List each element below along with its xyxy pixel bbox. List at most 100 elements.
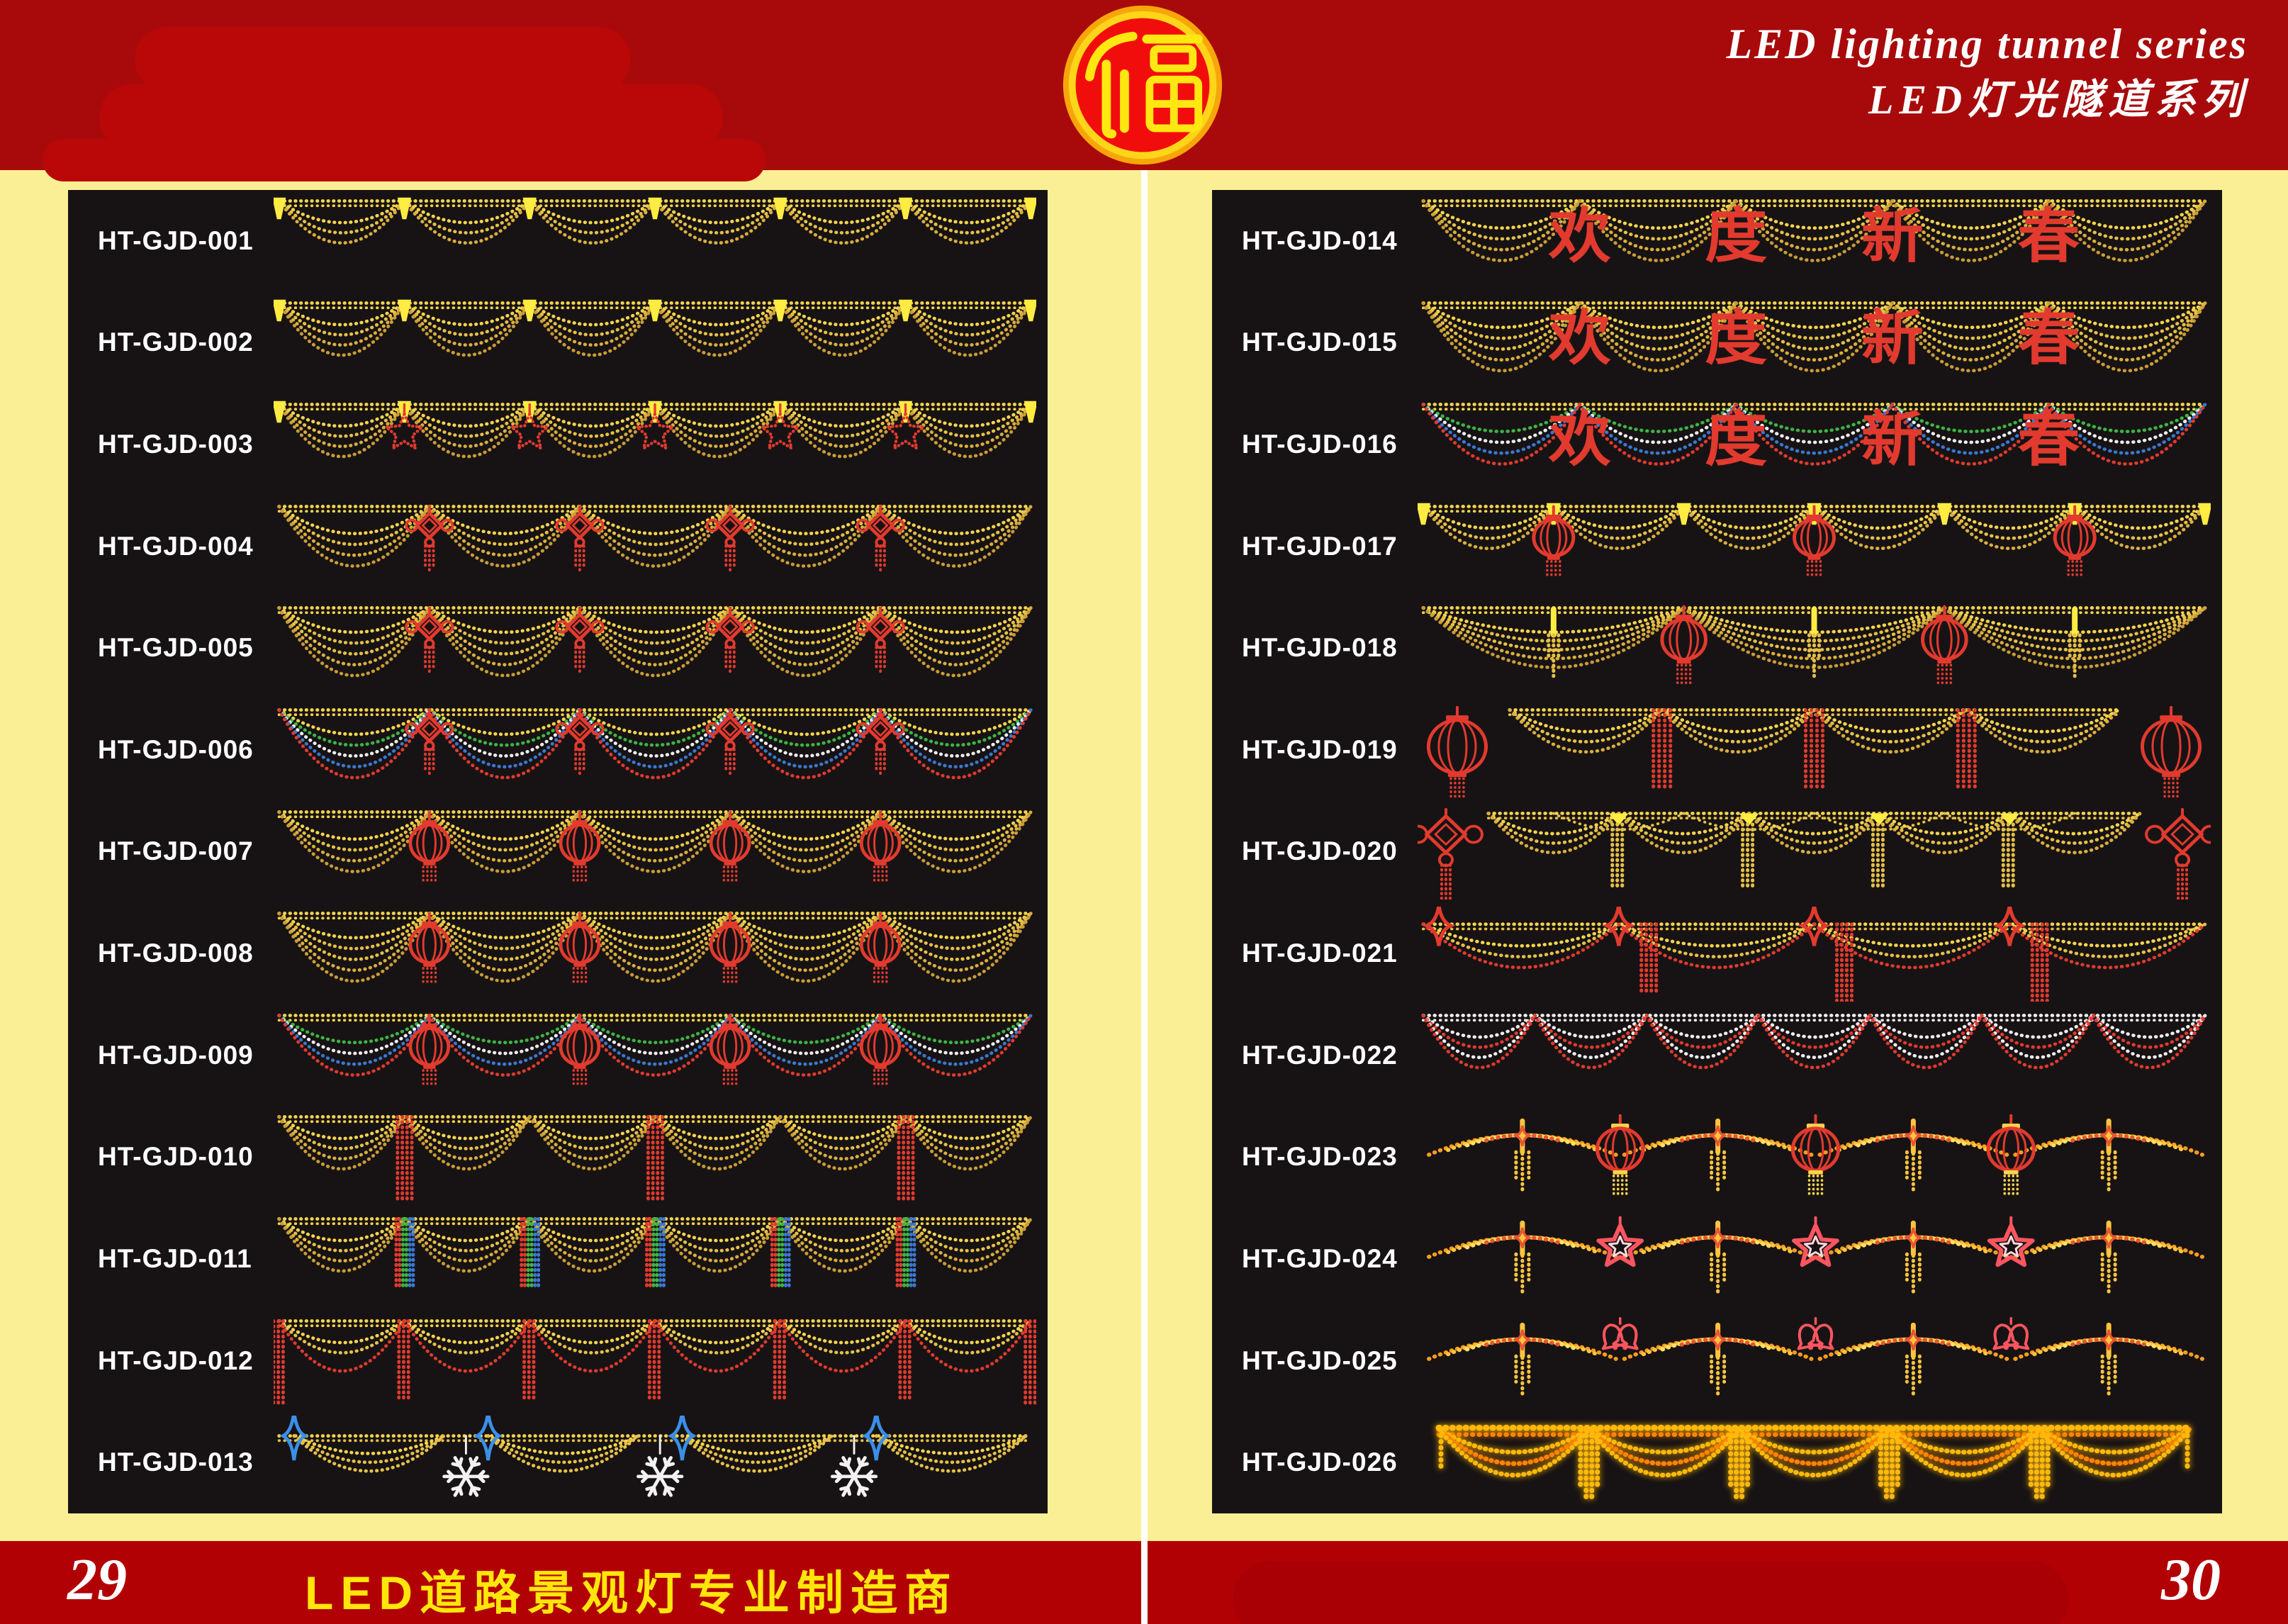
product-row: HT-GJD-015 欢 度 新 春	[1212, 292, 2222, 394]
svg-text:欢: 欢	[1548, 202, 1611, 271]
garland-art	[1418, 601, 2211, 696]
garland-art	[1418, 1416, 2211, 1511]
product-row: HT-GJD-006	[68, 699, 1048, 801]
garland-art	[274, 296, 1036, 391]
product-id-label: HT-GJD-007	[98, 836, 254, 866]
garland-art	[274, 398, 1036, 493]
left-panel: HT-GJD-001 HT-GJD-002 HT-GJD-003 HT-GJD-004…	[68, 190, 1048, 1513]
page-number-left: 29	[67, 1547, 127, 1613]
svg-text:春: 春	[2017, 405, 2080, 475]
garland-art	[1418, 907, 2211, 1002]
garland-art: 欢度新春	[1418, 194, 2211, 289]
product-id-label: HT-GJD-025	[1242, 1345, 1398, 1375]
product-row: HT-GJD-021	[1212, 902, 2222, 1004]
product-row: HT-GJD-017	[1212, 495, 2222, 598]
svg-text:欢: 欢	[1548, 303, 1611, 373]
garland-art	[1418, 1110, 2211, 1205]
garland-art	[1418, 805, 2211, 900]
product-row: HT-GJD-005	[68, 597, 1048, 699]
product-row: HT-GJD-019	[1212, 699, 2222, 801]
page-number-right: 30	[2161, 1547, 2221, 1613]
product-row: HT-GJD-002	[68, 292, 1048, 394]
garland-art	[274, 1416, 1036, 1511]
garland-art	[274, 1212, 1036, 1307]
svg-text:新: 新	[1861, 303, 1924, 373]
product-row: HT-GJD-008	[68, 902, 1048, 1004]
product-row: HT-GJD-004	[68, 495, 1048, 598]
svg-text:新: 新	[1861, 405, 1924, 475]
series-title-zh: LED灯光隧道系列	[1868, 77, 2248, 123]
product-id-label: HT-GJD-023	[1242, 1142, 1398, 1172]
footer-slogan: LED道路景观灯专业制造商	[305, 1567, 958, 1619]
product-id-label: HT-GJD-019	[1242, 734, 1398, 764]
right-panel: HT-GJD-014 欢度新春 HT-GJD-015 欢度新春 HT-GJD-016 欢度…	[1212, 190, 2222, 1513]
product-id-label: HT-GJD-014	[1242, 225, 1398, 255]
svg-text:度: 度	[1705, 303, 1767, 373]
product-row: HT-GJD-018	[1212, 597, 2222, 699]
product-row: HT-GJD-010	[68, 1106, 1048, 1208]
svg-text:度: 度	[1705, 202, 1767, 271]
footer-watermark	[1233, 1561, 2069, 1624]
fu-logo-icon	[1062, 5, 1223, 165]
svg-text:度: 度	[1705, 405, 1767, 475]
product-id-label: HT-GJD-006	[98, 734, 254, 764]
product-id-label: HT-GJD-009	[98, 1040, 254, 1070]
product-row: HT-GJD-016 欢 度 新 春	[1212, 393, 2222, 495]
product-id-label: HT-GJD-017	[1242, 531, 1398, 561]
top-banner: LED lighting tunnel series LED灯光隧道系列	[0, 0, 2288, 181]
garland-art	[274, 601, 1036, 696]
series-title-en: LED lighting tunnel series	[1726, 21, 2248, 67]
product-id-label: HT-GJD-003	[98, 430, 254, 459]
product-row: HT-GJD-007	[68, 801, 1048, 903]
garland-art	[274, 1009, 1036, 1104]
product-id-label: HT-GJD-022	[1242, 1040, 1398, 1070]
product-id-label: HT-GJD-010	[98, 1142, 254, 1172]
product-id-label: HT-GJD-024	[1242, 1243, 1398, 1273]
svg-text:欢: 欢	[1548, 405, 1611, 475]
garland-art	[274, 500, 1036, 595]
garland-art	[1418, 1009, 2211, 1104]
product-row: HT-GJD-011	[68, 1208, 1048, 1310]
product-row: HT-GJD-012	[68, 1310, 1048, 1412]
product-row: HT-GJD-025	[1212, 1310, 2222, 1412]
product-row: HT-GJD-026	[1212, 1411, 2222, 1513]
product-id-label: HT-GJD-005	[98, 633, 254, 663]
svg-text:新: 新	[1861, 202, 1924, 271]
garland-art: 欢度新春	[1418, 296, 2211, 391]
footer-right: 30	[1148, 1541, 2288, 1624]
product-row: HT-GJD-022	[1212, 1004, 2222, 1107]
product-row: HT-GJD-020	[1212, 801, 2222, 903]
product-id-label: HT-GJD-026	[1242, 1447, 1398, 1477]
garland-art	[274, 194, 1036, 289]
footer-left: 29 LED道路景观灯专业制造商	[0, 1541, 1141, 1624]
product-id-label: HT-GJD-020	[1242, 836, 1398, 866]
garland-art	[274, 1314, 1036, 1409]
garland-art	[1418, 500, 2211, 595]
product-row: HT-GJD-013	[68, 1411, 1048, 1513]
svg-text:春: 春	[2017, 202, 2080, 271]
garland-art	[1418, 1212, 2211, 1307]
product-row: HT-GJD-023	[1212, 1106, 2222, 1208]
product-id-label: HT-GJD-013	[98, 1447, 254, 1477]
product-id-label: HT-GJD-018	[1242, 633, 1398, 663]
product-id-label: HT-GJD-008	[98, 939, 254, 968]
garland-art: 欢度新春	[1418, 398, 2211, 493]
product-id-label: HT-GJD-001	[98, 225, 254, 255]
garland-art	[274, 1110, 1036, 1205]
product-id-label: HT-GJD-021	[1242, 939, 1398, 968]
product-id-label: HT-GJD-011	[98, 1243, 252, 1273]
product-id-label: HT-GJD-004	[98, 531, 254, 561]
garland-art	[274, 703, 1036, 798]
header-titles: LED lighting tunnel series LED灯光隧道系列	[1727, 16, 2248, 126]
product-id-label: HT-GJD-016	[1242, 430, 1398, 459]
product-row: HT-GJD-024	[1212, 1208, 2222, 1310]
garland-art	[274, 907, 1036, 1002]
product-id-label: HT-GJD-012	[98, 1345, 254, 1375]
garland-art	[274, 805, 1036, 900]
banner-decoration	[43, 139, 766, 181]
garland-art	[1418, 703, 2211, 798]
product-id-label: HT-GJD-002	[98, 327, 254, 357]
garland-art	[1418, 1314, 2211, 1409]
product-row: HT-GJD-001	[68, 190, 1048, 292]
